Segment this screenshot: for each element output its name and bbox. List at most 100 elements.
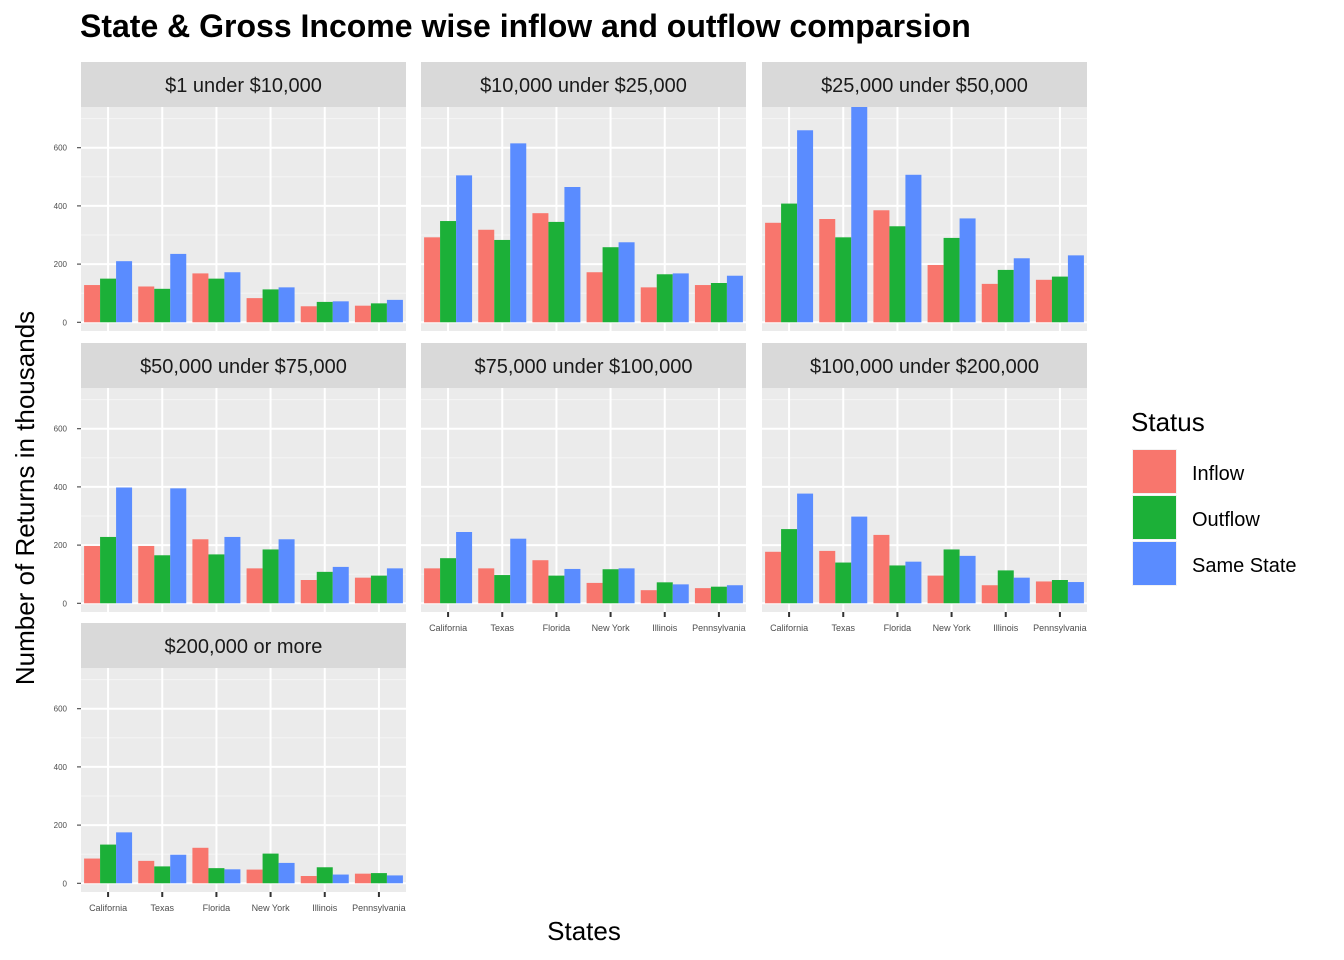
bar [564, 568, 581, 604]
bar [905, 561, 922, 604]
bar [1013, 577, 1030, 604]
y-tick-label: 200 [54, 541, 68, 550]
bar [246, 869, 263, 884]
bar [332, 566, 349, 604]
y-tick-label: 400 [54, 763, 68, 772]
bar [1067, 582, 1084, 604]
bar [851, 516, 868, 604]
bar [765, 222, 782, 323]
y-axis-title: Number of Returns in thousands [10, 311, 40, 685]
bar [797, 493, 814, 604]
x-tick-label: California [89, 903, 127, 913]
facet-strip-label: $200,000 or more [165, 636, 323, 658]
bar [835, 562, 852, 604]
bar [672, 584, 689, 604]
legend-swatch [1133, 496, 1176, 539]
y-tick-label: 200 [54, 260, 68, 269]
bar [386, 875, 403, 884]
legend-label: Outflow [1192, 509, 1260, 531]
y-tick-label: 0 [63, 318, 68, 327]
legend-label: Same State [1192, 555, 1297, 577]
bar [208, 554, 225, 604]
bar [354, 577, 371, 604]
bar [548, 221, 565, 323]
bar [532, 213, 549, 323]
x-tick-label: New York [933, 623, 972, 633]
bar [997, 570, 1014, 604]
x-tick-label: Illinois [312, 903, 338, 913]
bar [224, 536, 241, 604]
bar [586, 272, 603, 323]
legend-swatch [1133, 542, 1176, 585]
bar [424, 568, 441, 604]
bar [640, 287, 657, 323]
y-tick-label: 400 [54, 202, 68, 211]
facet-strip-label: $25,000 under $50,000 [821, 75, 1028, 97]
bar [456, 532, 473, 604]
bar [510, 143, 527, 323]
bar [1051, 580, 1068, 604]
bar [170, 488, 187, 604]
y-tick-label: 400 [54, 483, 68, 492]
bar [873, 534, 890, 604]
bar [710, 283, 727, 323]
bar [943, 549, 960, 604]
bar [224, 272, 241, 323]
chart-title: State & Gross Income wise inflow and out… [80, 8, 971, 44]
bar [138, 860, 155, 884]
bar [138, 545, 155, 604]
bar [84, 545, 101, 604]
bar [386, 568, 403, 604]
x-tick-label: Pennsylvania [1033, 623, 1087, 633]
facet-strip [762, 343, 1087, 388]
bar [370, 873, 387, 884]
bar [640, 590, 657, 604]
bar [316, 571, 333, 604]
x-tick-label: Illinois [993, 623, 1019, 633]
facet-strip [762, 62, 1087, 107]
bar [332, 874, 349, 884]
bar [1067, 255, 1084, 323]
bar [354, 305, 371, 323]
bar [316, 301, 333, 323]
y-tick-label: 600 [54, 144, 68, 153]
bar [246, 568, 263, 604]
bar [927, 575, 944, 604]
x-tick-label: New York [592, 623, 631, 633]
x-axis-title: States [547, 916, 621, 946]
bar [548, 575, 565, 604]
x-tick-label: Florida [884, 623, 912, 633]
facet-strip [81, 62, 406, 107]
bar [672, 273, 689, 323]
bar [781, 529, 798, 604]
facet-strip-label: $1 under $10,000 [165, 75, 322, 97]
bar [532, 560, 549, 604]
x-tick-label: Florida [543, 623, 571, 633]
bar [602, 247, 619, 323]
bar [332, 301, 349, 323]
legend-label: Inflow [1192, 463, 1245, 485]
bar [819, 219, 836, 323]
bar [84, 285, 101, 323]
bar [889, 226, 906, 323]
x-tick-label: Illinois [652, 623, 678, 633]
bar [262, 853, 279, 884]
bar [478, 568, 495, 604]
facet-strip-label: $50,000 under $75,000 [140, 356, 347, 378]
x-tick-label: Texas [831, 623, 855, 633]
bar [278, 862, 295, 884]
bar [710, 586, 727, 604]
bar [262, 549, 279, 604]
bar [440, 221, 457, 323]
bar [116, 832, 133, 884]
bar [100, 278, 117, 323]
x-tick-label: Florida [203, 903, 231, 913]
x-tick-label: Texas [150, 903, 174, 913]
facet-strip-label: $100,000 under $200,000 [810, 356, 1039, 378]
bar [300, 876, 317, 884]
bar [765, 551, 782, 604]
facet-strip-label: $75,000 under $100,000 [475, 356, 693, 378]
bar [116, 487, 133, 604]
bar [981, 585, 998, 604]
